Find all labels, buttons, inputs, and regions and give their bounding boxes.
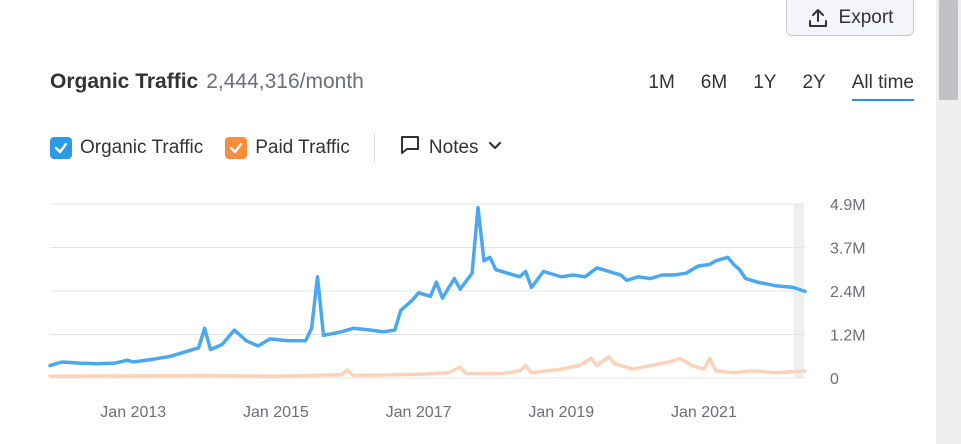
organic-traffic-value: 2,444,316/month (206, 70, 364, 93)
y-tick-label: 0 (830, 371, 839, 388)
checkbox-checked-icon[interactable] (50, 137, 72, 159)
x-tick-label: Jan 2021 (671, 404, 737, 421)
legend-organic-label: Organic Traffic (80, 137, 204, 158)
legend-paid-label: Paid Traffic (255, 137, 350, 158)
widget-title: Organic Traffic (50, 70, 199, 93)
notes-button[interactable]: Notes (399, 134, 503, 162)
x-tick-label: Jan 2019 (528, 404, 594, 421)
checkbox-checked-icon[interactable] (225, 137, 248, 159)
series-line-organic-traffic (48, 205, 807, 368)
legend-divider (373, 133, 375, 163)
legend-paid-traffic[interactable]: Paid Traffic (225, 137, 350, 159)
y-tick-label: 1.2M (830, 328, 866, 345)
comment-icon (399, 134, 421, 162)
chart-grid (50, 203, 805, 379)
y-tick-label: 4.9M (830, 197, 866, 214)
x-tick-label: Jan 2015 (243, 404, 309, 421)
period-2y[interactable]: 2Y (802, 72, 826, 93)
period-selector: 1M 6M 1Y 2Y All time (648, 72, 914, 101)
chevron-down-icon (487, 137, 503, 159)
legend-organic-traffic[interactable]: Organic Traffic (50, 137, 203, 159)
export-button[interactable]: Export (786, 0, 914, 36)
period-6m[interactable]: 6M (700, 72, 728, 93)
chart-end-marker (794, 204, 804, 378)
upload-icon (807, 7, 829, 29)
y-axis-labels: 4.9M 3.7M 2.4M 1.2M 0 (830, 197, 866, 388)
notes-label: Notes (428, 137, 479, 158)
period-all-time[interactable]: All time (851, 72, 914, 101)
y-tick-label: 2.4M (830, 284, 866, 301)
period-1m[interactable]: 1M (648, 72, 675, 93)
chart-series (48, 205, 807, 378)
x-tick-label: Jan 2017 (386, 404, 452, 421)
y-tick-label: 3.7M (830, 241, 866, 258)
x-tick-label: Jan 2013 (100, 404, 166, 421)
period-1y[interactable]: 1Y (753, 72, 777, 93)
export-label: Export (838, 6, 894, 28)
widget-header: Organic Traffic 2,444,316/month (50, 70, 364, 100)
x-axis-labels: Jan 2013 Jan 2015 Jan 2017 Jan 2019 Jan 2021 (100, 404, 737, 421)
series-line-paid-traffic (48, 354, 807, 378)
scrollbar-thumb[interactable] (939, 0, 958, 100)
chart-legend: Organic Traffic Paid Traffic Notes (50, 133, 503, 163)
